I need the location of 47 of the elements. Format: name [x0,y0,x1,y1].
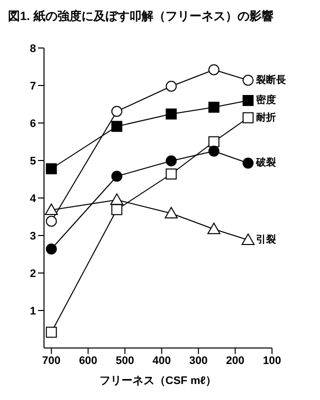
point [242,74,254,86]
x-tick-label: 200 [226,354,244,367]
point [242,234,255,245]
series-label: 耐折 [256,111,276,124]
x-tick-label: 100 [262,354,282,367]
y-tick-label: 6 [30,118,36,130]
y-tick-label: 3 [30,230,36,242]
point [110,193,124,205]
point [242,95,254,106]
point [166,155,177,166]
point [46,216,57,227]
point [111,204,122,216]
y-tick-label: 4 [30,192,37,205]
y-tick-label: 5 [30,155,36,168]
point [111,170,122,182]
series-label: 破裂 [255,156,276,169]
point [46,163,57,174]
point [166,80,177,92]
point [166,168,177,180]
point [242,158,254,169]
point [111,106,122,117]
point [208,64,220,76]
y-tick-label: 7 [30,80,36,92]
point [208,102,220,113]
y-tick-label: 2 [30,268,36,280]
y-tick-label: 8 [30,42,36,55]
y-tick-label: 1 [30,305,36,318]
chart-title: 図1. 紙の強度に及ぼす叩解（フリーネス）の影響 [8,8,274,25]
point [164,206,178,218]
point [44,204,58,215]
x-tick-label: 500 [116,354,134,367]
point [46,244,57,254]
x-tick-label: 600 [78,354,98,367]
x-tick-label: 400 [152,354,171,367]
point [208,136,220,148]
point [242,112,254,124]
x-axis-title: フリーネス（CSF mℓ） [99,375,217,387]
point [111,120,122,132]
series-label: 密度 [256,94,276,106]
point [207,222,220,234]
series-label: 裂断長 [255,74,286,86]
point [208,146,220,157]
point [166,108,177,120]
series-label: 引裂 [256,234,276,246]
point [46,326,57,338]
x-tick-label: 300 [189,354,208,367]
x-tick-label: 700 [42,354,61,367]
